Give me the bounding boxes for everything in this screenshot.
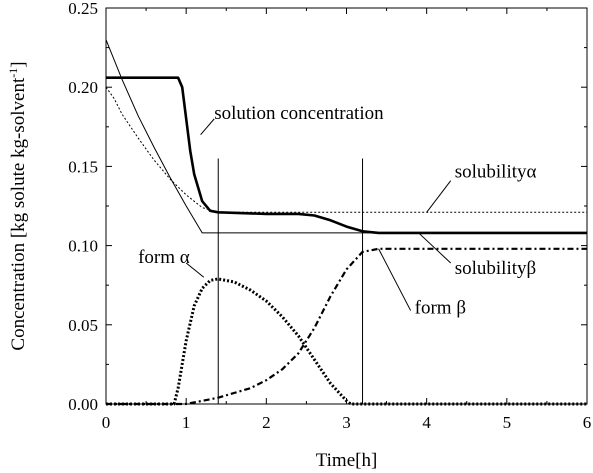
y-tick-label: 0.25	[68, 0, 98, 18]
x-tick-label: 4	[422, 413, 431, 432]
y-tick-label: 0.20	[68, 78, 98, 97]
y-axis-title-suffix: ]	[8, 61, 29, 67]
series-layer	[105, 39, 587, 406]
plot-frame	[105, 7, 588, 405]
axis-ticks	[105, 7, 588, 405]
annotation-leader-lines	[185, 118, 452, 311]
annotation-label-1: solubilityα	[455, 161, 537, 182]
annotation-text: solubility	[455, 161, 527, 182]
y-axis-title-main: Concentration [kg solute kg-solvent	[8, 77, 29, 351]
annotation-label-4: form β	[415, 298, 466, 319]
annotation-text: solution concentration	[214, 103, 384, 124]
annotations: solution concentrationsolubilityαsolubil…	[138, 103, 536, 319]
annotation-greek: β	[456, 298, 466, 319]
x-axis-title: Time[h]	[316, 450, 378, 471]
y-axis-title-superscript: -1	[6, 68, 20, 78]
annotation-greek: α	[527, 161, 537, 182]
x-tick-label: 1	[182, 413, 191, 432]
annotation-text: form	[138, 247, 180, 268]
y-tick-label: 0.10	[68, 237, 98, 256]
series-line-3	[106, 277, 587, 406]
y-tick-label: 0.05	[68, 316, 98, 335]
series-line-2	[105, 39, 587, 234]
annotation-label-0: solution concentration	[214, 103, 384, 124]
annotation-leader	[426, 180, 452, 213]
annotation-label-2: solubilityβ	[455, 258, 536, 279]
series-line-1	[105, 86, 587, 213]
annotation-greek: α	[180, 247, 190, 268]
annotation-leader	[418, 232, 452, 264]
annotation-leader	[200, 118, 215, 136]
annotation-text: form	[415, 298, 457, 319]
annotation-greek: β	[527, 258, 537, 279]
series-line-0	[106, 76, 587, 235]
x-tick-label: 5	[503, 413, 512, 432]
annotation-leader	[378, 248, 412, 311]
tick-labels: 0 1 2 3 4 5 6 0.00 0.05 0.10 0.15 0.20 0.25	[68, 0, 591, 432]
annotation-text: solubility	[455, 258, 527, 279]
y-tick-label: 0.00	[68, 395, 98, 414]
x-tick-label: 6	[583, 413, 592, 432]
annotation-leader	[185, 262, 205, 278]
x-tick-label: 3	[342, 413, 351, 432]
plot-area-border	[105, 7, 588, 405]
x-tick-label: 0	[102, 413, 111, 432]
y-axis-title: Concentration [kg solute kg-solvent-1]	[6, 61, 29, 350]
y-tick-label: 0.15	[68, 157, 98, 176]
x-tick-label: 2	[262, 413, 271, 432]
annotation-label-3: form α	[138, 247, 190, 268]
vertical-marker-lines	[217, 158, 364, 404]
